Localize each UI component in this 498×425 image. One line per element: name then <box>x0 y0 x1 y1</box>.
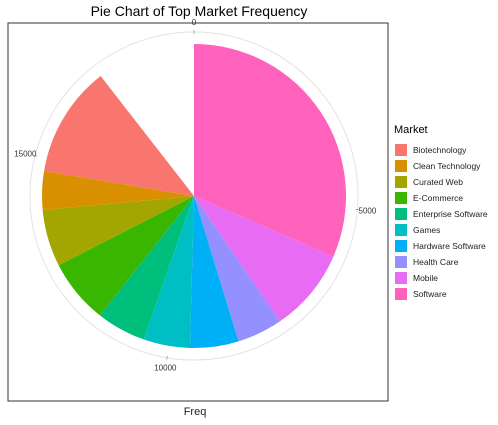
legend-item: Enterprise Software <box>394 206 488 222</box>
legend-title: Market <box>394 124 428 136</box>
theta-tick-label: 10000 <box>154 364 177 373</box>
legend-item: Health Care <box>394 254 488 270</box>
legend-items: Biotechnology Clean Technology Curated Web… <box>394 142 488 302</box>
legend-item: Hardware Software <box>394 238 488 254</box>
legend-item: Biotechnology <box>394 142 488 158</box>
legend-item: E-Commerce <box>394 190 488 206</box>
pie-slice-e-commerce <box>58 196 195 316</box>
legend-swatch <box>394 287 408 301</box>
legend-label: Hardware Software <box>413 241 486 251</box>
pie-slice-mobile <box>194 196 334 322</box>
legend-label: Curated Web <box>413 177 463 187</box>
legend-label: Mobile <box>413 273 439 283</box>
x-axis-label: Freq <box>183 406 207 418</box>
legend-label: Clean Technology <box>413 161 481 171</box>
legend-label: Software <box>413 289 447 299</box>
legend-swatch <box>394 239 408 253</box>
theta-tick-label: 5000 <box>359 206 377 215</box>
legend-swatch <box>394 175 408 189</box>
pie-slice-biotechnology <box>44 76 194 196</box>
theta-tick-label: 0 <box>192 18 197 27</box>
legend-label: Games <box>413 225 441 235</box>
legend-item: Curated Web <box>394 174 488 190</box>
pie-slice-health-care <box>194 196 281 342</box>
pie-slice-software <box>194 44 346 257</box>
legend-item: Mobile <box>394 270 488 286</box>
legend-swatch <box>394 159 408 173</box>
legend-swatch <box>394 255 408 269</box>
pie-slice-clean-technology <box>42 170 194 211</box>
legend-swatch <box>394 191 408 205</box>
legend-item: Games <box>394 222 488 238</box>
pie-slice-games <box>143 196 194 348</box>
legend-label: Biotechnology <box>413 145 467 155</box>
legend-swatch <box>394 223 408 237</box>
legend-label: E-Commerce <box>413 193 464 203</box>
theta-tick-label: 15000 <box>14 149 37 158</box>
legend-swatch <box>394 271 408 285</box>
slice-layer <box>42 44 346 348</box>
pie-slice-enterprise-software <box>99 196 194 340</box>
legend-swatch <box>394 143 408 157</box>
tick-layer: 0 5000 10000 15000 <box>14 18 377 373</box>
legend-label: Enterprise Software <box>413 209 488 219</box>
legend-item: Software <box>394 286 488 302</box>
legend: Market Biotechnology Clean Technology Cura… <box>394 124 488 302</box>
legend-item: Clean Technology <box>394 158 488 174</box>
pie-slice-hardware-software <box>189 196 239 348</box>
legend-swatch <box>394 207 408 221</box>
chart-title: Pie Chart of Top Market Frequency <box>90 3 308 19</box>
pie-slice-curated-web <box>42 196 194 266</box>
theta-tick-mark <box>32 154 38 157</box>
legend-label: Health Care <box>413 257 459 267</box>
theta-tick-mark <box>166 355 168 360</box>
